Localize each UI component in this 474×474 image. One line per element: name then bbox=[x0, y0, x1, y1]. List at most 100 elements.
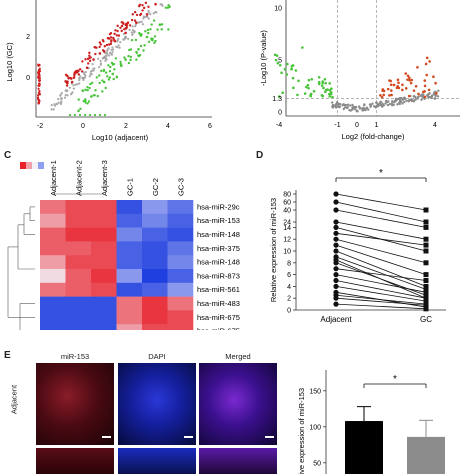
paired-line bbox=[335, 244, 427, 275]
paired-ylabel: Relative expression of miR-153 bbox=[269, 198, 278, 302]
scatter-point-up bbox=[93, 45, 96, 49]
scatter-point-up bbox=[139, 12, 143, 16]
volcano-point-down bbox=[309, 94, 313, 98]
paired-ytick: 12 bbox=[283, 237, 291, 244]
paired-point-gc bbox=[423, 224, 429, 230]
heatmap-cell bbox=[40, 213, 66, 228]
scatter-point-up bbox=[94, 52, 97, 56]
scatter-point-down bbox=[154, 39, 157, 43]
heatmap-cell bbox=[65, 324, 92, 330]
scatter-point-unchanged bbox=[84, 70, 88, 74]
volcano-point-ns bbox=[358, 105, 361, 108]
heatmap-cell bbox=[91, 227, 117, 242]
scatter-point-down bbox=[89, 82, 92, 86]
scatter-point-down bbox=[108, 76, 111, 79]
volcano-point-ns bbox=[363, 103, 366, 106]
scatter-point-down bbox=[113, 68, 116, 71]
scatter-point-low bbox=[38, 91, 41, 94]
heatmap-cell bbox=[40, 241, 66, 256]
volcano-point-ns bbox=[405, 99, 408, 102]
scatter-point-up bbox=[88, 59, 92, 63]
heatmap-row-label: hsa-miR-375-5p bbox=[197, 244, 240, 253]
scatter-point-down bbox=[127, 54, 130, 58]
heatmap-cell bbox=[167, 241, 194, 256]
scatter-point-up bbox=[116, 29, 119, 33]
paired-ytick: 4 bbox=[287, 284, 291, 291]
paired-ytick: 80 bbox=[283, 192, 291, 199]
paired-line bbox=[335, 221, 427, 240]
volcano-point-down bbox=[321, 81, 325, 85]
volcano-point-down bbox=[328, 92, 331, 96]
volcano-point-down bbox=[283, 67, 287, 71]
volcano-point-down bbox=[306, 83, 310, 87]
scatter-plot-gc-vs-adjacent: 2 0 -2 0 2 4 6 Log10 (adjacent) Log10 (G… bbox=[5, 0, 212, 142]
volcano-point bbox=[365, 106, 369, 110]
volcano-point-ns bbox=[391, 104, 394, 107]
paired-point-gc bbox=[423, 306, 429, 312]
heatmap-cell bbox=[91, 282, 117, 297]
heatmap-row-label: hsa-miR-148a-5p bbox=[197, 258, 240, 267]
heatmap-cell bbox=[116, 213, 143, 228]
scatter-point-unchanged bbox=[111, 51, 114, 54]
scatter-point-up bbox=[65, 84, 69, 87]
heatmap-column-label: Adjacent-1 bbox=[49, 160, 58, 196]
volcano-plot: 0 1.3 5 10 -4 -1 0 1 4 Log2 (fold-change) -Log10 (… bbox=[259, 0, 460, 141]
scatter-point-unchanged bbox=[147, 11, 150, 14]
volcano-point-up bbox=[406, 78, 409, 81]
volcano-point bbox=[392, 83, 396, 87]
volcano-point-ns bbox=[432, 91, 436, 95]
scatter-point-up bbox=[112, 36, 115, 40]
volcano-point-down bbox=[294, 69, 298, 72]
volcano-point-up bbox=[408, 79, 411, 82]
scatter-point-unchanged bbox=[104, 59, 107, 62]
scatter-point-low bbox=[37, 102, 41, 105]
scatter-point-down bbox=[98, 74, 101, 77]
scatter-point-unchanged bbox=[83, 73, 87, 77]
volcano-point bbox=[425, 56, 429, 60]
volcano-point-ns bbox=[363, 108, 367, 111]
paired-point-gc bbox=[423, 242, 429, 248]
scatter-point-unchanged bbox=[57, 97, 60, 101]
scatter-point-down bbox=[164, 6, 168, 9]
scatter-point-down bbox=[147, 40, 151, 44]
scatter-point-zero bbox=[88, 113, 92, 117]
scatter-point-low bbox=[36, 96, 40, 99]
volcano-point bbox=[414, 98, 417, 101]
scatter-point-up bbox=[80, 70, 84, 73]
heatmap-cell bbox=[65, 269, 92, 284]
volcano-xtick: -1 bbox=[334, 122, 340, 129]
scatter-point-down bbox=[127, 61, 131, 65]
volcano-point-ns bbox=[426, 93, 429, 97]
volcano-point bbox=[285, 73, 289, 76]
scatter-point bbox=[60, 97, 63, 100]
scatter-point-unchanged bbox=[52, 108, 55, 111]
volcano-point-ns bbox=[420, 98, 423, 101]
scatter-point-up bbox=[130, 18, 134, 22]
volcano-xtick: 1 bbox=[375, 122, 379, 129]
volcano-xlabel: Log2 (fold-change) bbox=[342, 132, 405, 141]
volcano-point-ns bbox=[417, 95, 420, 98]
scatter-point-up bbox=[70, 77, 73, 80]
heatmap-row-label: hsa-miR-873-5p bbox=[197, 271, 240, 280]
scatter-point-unchanged bbox=[68, 86, 71, 89]
scatter-point-down bbox=[77, 98, 80, 101]
scatter-point-unchanged bbox=[142, 15, 145, 18]
volcano-point-ns bbox=[334, 105, 338, 108]
heatmap-cell bbox=[167, 269, 194, 284]
volcano-point-down bbox=[326, 88, 329, 91]
heatmap-cell bbox=[142, 269, 168, 284]
volcano-point-down bbox=[322, 86, 325, 90]
scatter-point-down bbox=[101, 90, 104, 93]
heatmap-column-label: GC-1 bbox=[125, 178, 134, 196]
volcano-point-up bbox=[388, 79, 391, 82]
volcano-point-ns bbox=[412, 95, 416, 98]
scatter-point-up bbox=[133, 10, 137, 14]
volcano-point-down bbox=[277, 95, 281, 98]
scatter-xlabel: Log10 (adjacent) bbox=[92, 133, 149, 142]
heatmap-cell bbox=[65, 310, 92, 325]
scatter-point-unchanged bbox=[130, 31, 133, 34]
heatmap-cell bbox=[167, 282, 194, 297]
scatter-point-up bbox=[116, 24, 119, 28]
imaging-column-dapi: DAPI bbox=[148, 352, 166, 361]
